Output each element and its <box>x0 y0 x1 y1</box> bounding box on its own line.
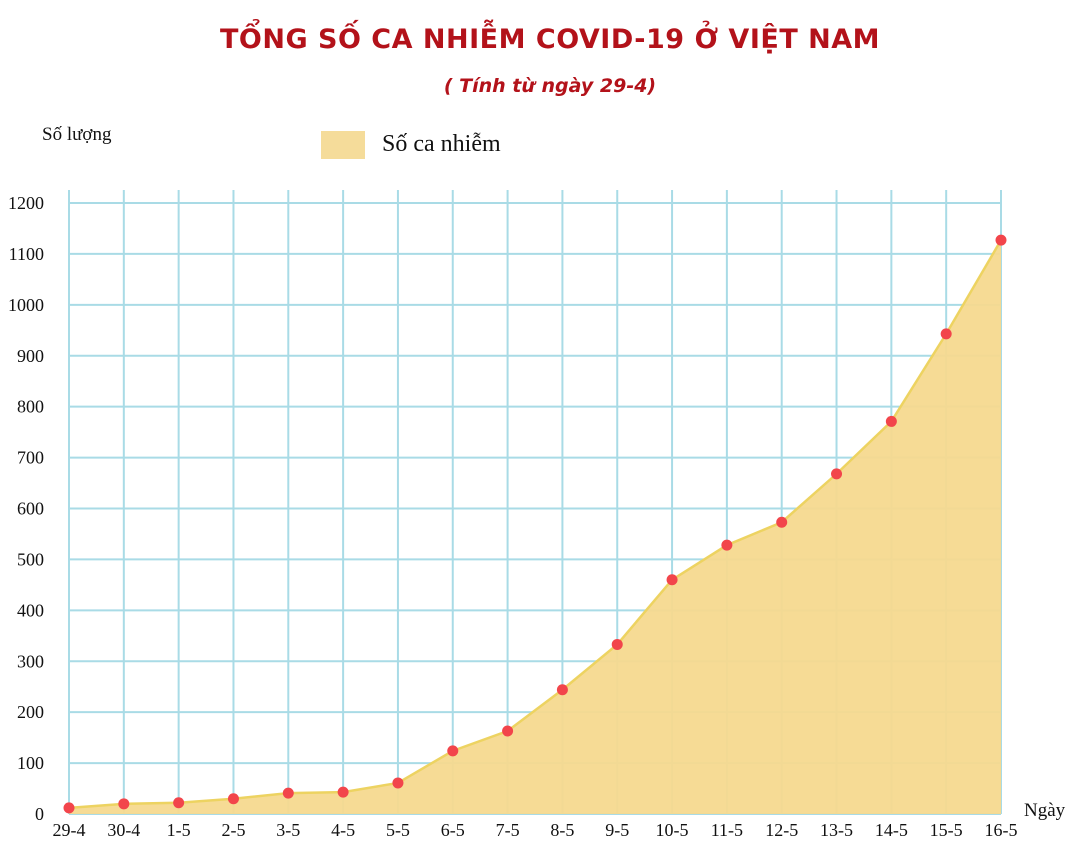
data-point <box>337 786 349 798</box>
data-point <box>721 539 733 551</box>
y-tick-label: 100 <box>17 753 44 773</box>
y-tick-label: 300 <box>17 651 44 671</box>
x-tick-label: 1-5 <box>167 820 191 840</box>
legend-swatch <box>321 131 365 159</box>
x-tick-label: 8-5 <box>550 820 574 840</box>
legend-label: Số ca nhiễm <box>382 131 501 157</box>
chart-subtitle: ( Tính từ ngày 29-4) <box>443 75 657 97</box>
x-tick-label: 13-5 <box>820 820 853 840</box>
x-tick-label: 29-4 <box>53 820 86 840</box>
x-tick-label: 2-5 <box>221 820 245 840</box>
x-tick-label: 5-5 <box>386 820 410 840</box>
chart-title: TỔNG SỐ CA NHIỄM COVID-19 Ở VIỆT NAM <box>219 24 880 55</box>
data-point <box>940 328 952 340</box>
x-tick-label: 11-5 <box>711 820 743 840</box>
data-point <box>447 745 459 757</box>
data-point <box>227 793 239 805</box>
y-axis-label: Số lượng <box>42 124 112 145</box>
x-tick-label: 7-5 <box>496 820 520 840</box>
data-point <box>831 468 843 480</box>
x-tick-label: 12-5 <box>765 820 798 840</box>
y-tick-label: 1200 <box>8 193 44 213</box>
y-tick-label: 1100 <box>9 244 44 264</box>
data-point <box>63 802 75 814</box>
data-point <box>392 777 404 789</box>
data-point <box>885 415 897 427</box>
data-point <box>173 797 185 809</box>
x-axis-label: Ngày <box>1024 800 1066 821</box>
data-point <box>556 684 568 696</box>
x-tick-label: 16-5 <box>985 820 1018 840</box>
data-point <box>995 234 1007 246</box>
x-tick-label: 15-5 <box>930 820 963 840</box>
x-tick-label: 9-5 <box>605 820 629 840</box>
y-tick-label: 400 <box>17 600 44 620</box>
x-tick-label: 10-5 <box>656 820 689 840</box>
x-tick-label: 14-5 <box>875 820 908 840</box>
y-tick-label: 700 <box>17 448 44 468</box>
y-tick-label: 800 <box>17 397 44 417</box>
data-point <box>502 725 514 737</box>
x-tick-label: 3-5 <box>276 820 300 840</box>
y-tick-label: 0 <box>35 804 44 824</box>
y-tick-label: 500 <box>17 549 44 569</box>
x-tick-label: 6-5 <box>441 820 465 840</box>
y-tick-label: 200 <box>17 702 44 722</box>
y-tick-label: 600 <box>17 499 44 519</box>
data-point <box>118 798 130 810</box>
y-tick-label: 900 <box>17 346 44 366</box>
x-tick-label: 30-4 <box>107 820 140 840</box>
data-point <box>282 787 294 799</box>
x-tick-label: 4-5 <box>331 820 355 840</box>
y-tick-label: 1000 <box>8 295 44 315</box>
data-point <box>611 638 623 650</box>
series-line <box>68 239 1003 810</box>
area-fill <box>69 240 1001 814</box>
data-point <box>776 516 788 528</box>
data-point <box>666 574 678 586</box>
